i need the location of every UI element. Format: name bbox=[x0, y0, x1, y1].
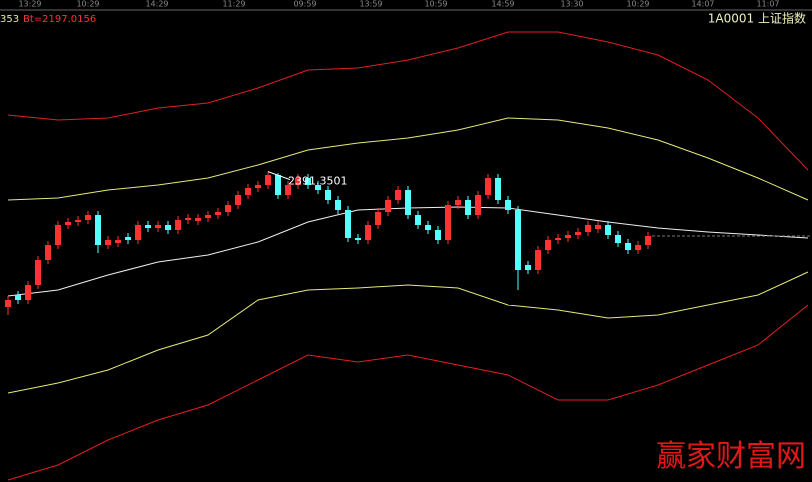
candle-body bbox=[245, 188, 251, 195]
candle-body bbox=[385, 200, 391, 212]
candle-body bbox=[5, 300, 11, 307]
candle-body bbox=[145, 225, 151, 228]
candle-body bbox=[335, 200, 341, 210]
candle-body bbox=[395, 190, 401, 200]
band-line bbox=[7, 117, 809, 201]
candle-body bbox=[495, 178, 501, 200]
candle-body bbox=[575, 232, 581, 235]
candle-body bbox=[465, 200, 471, 215]
candle-body bbox=[315, 185, 321, 190]
time-label: 10:59 bbox=[424, 0, 447, 9]
time-label: 10:29 bbox=[626, 0, 649, 9]
candle-body bbox=[605, 225, 611, 235]
candle-body bbox=[265, 175, 271, 185]
candle-body bbox=[275, 175, 281, 195]
band-line bbox=[7, 271, 809, 394]
time-label: 14:59 bbox=[491, 0, 514, 9]
candle-body bbox=[545, 240, 551, 250]
candle-body bbox=[135, 225, 141, 240]
candle-body bbox=[355, 238, 361, 240]
chart-title: 1A0001 上证指数 bbox=[708, 11, 806, 26]
candle-body bbox=[15, 295, 21, 300]
candle-body bbox=[435, 230, 441, 240]
candle-body bbox=[295, 178, 301, 185]
candle-body bbox=[125, 237, 131, 240]
candle-body bbox=[105, 240, 111, 245]
candle-body bbox=[155, 225, 161, 228]
candle-body bbox=[645, 236, 651, 245]
watermark: 赢家财富网 bbox=[656, 439, 806, 474]
time-label: 14:07 bbox=[691, 0, 714, 9]
candle-body bbox=[195, 218, 201, 221]
high-label: 2391.3501 bbox=[288, 175, 348, 188]
subtitle: Bt=2197.0156 bbox=[23, 14, 96, 25]
candle-body bbox=[55, 225, 61, 245]
time-label: 11:29 bbox=[222, 0, 245, 9]
candle-body bbox=[175, 220, 181, 230]
candle-body bbox=[565, 235, 571, 238]
candle-body bbox=[325, 190, 331, 200]
time-label: 13:30 bbox=[560, 0, 583, 9]
candle-body bbox=[425, 225, 431, 230]
candle-body bbox=[165, 225, 171, 230]
candle-body bbox=[205, 215, 211, 218]
band-line bbox=[7, 206, 809, 297]
candle-body bbox=[445, 205, 451, 240]
candle-body bbox=[455, 200, 461, 205]
high-pointer bbox=[267, 171, 291, 181]
candle-body bbox=[75, 220, 81, 222]
candle-body bbox=[255, 185, 261, 188]
candle-body bbox=[375, 212, 381, 225]
candle-body bbox=[45, 245, 51, 260]
candle-body bbox=[85, 215, 91, 220]
candle-body bbox=[305, 178, 311, 185]
candle-body bbox=[95, 215, 101, 245]
candle-body bbox=[555, 238, 561, 240]
candle-body bbox=[285, 185, 291, 195]
candle-body bbox=[415, 215, 421, 225]
candle-body bbox=[235, 195, 241, 205]
band-line bbox=[7, 31, 809, 171]
time-label: 10:29 bbox=[76, 0, 99, 9]
candle-body bbox=[625, 243, 631, 250]
candle-body bbox=[635, 245, 641, 250]
candle-body bbox=[365, 225, 371, 240]
candle-body bbox=[485, 178, 491, 195]
corner-label: 353 bbox=[0, 14, 19, 25]
candle-body bbox=[215, 212, 221, 215]
candle-body bbox=[35, 260, 41, 285]
candle-body bbox=[345, 210, 351, 238]
candle-body bbox=[475, 195, 481, 215]
band-line bbox=[7, 304, 809, 481]
candle-body bbox=[525, 265, 531, 270]
candle-body bbox=[585, 225, 591, 232]
candle-body bbox=[515, 210, 521, 270]
candle-body bbox=[505, 200, 511, 210]
time-label: 14:29 bbox=[145, 0, 168, 9]
candle-body bbox=[65, 222, 71, 225]
candle-body bbox=[25, 285, 31, 300]
candle-body bbox=[535, 250, 541, 270]
candle-body bbox=[115, 240, 121, 243]
candle-body bbox=[185, 218, 191, 220]
candle-body bbox=[225, 205, 231, 212]
candle-body bbox=[595, 225, 601, 229]
candle-body bbox=[615, 235, 621, 243]
time-label: 13:29 bbox=[18, 0, 41, 9]
time-label: 09:59 bbox=[293, 0, 316, 9]
time-label: 11:07 bbox=[756, 0, 779, 9]
candle-body bbox=[405, 190, 411, 215]
time-label: 13:59 bbox=[359, 0, 382, 9]
